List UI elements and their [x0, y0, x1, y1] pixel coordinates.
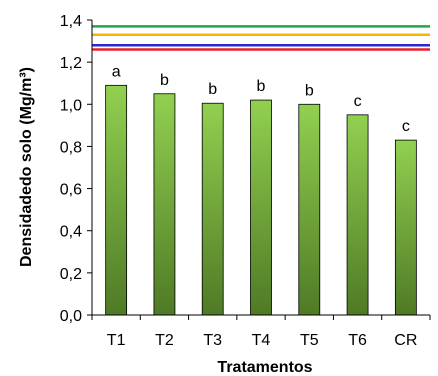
bar-t2	[153, 93, 176, 316]
bar-t3	[201, 102, 224, 316]
y-tick-label: 1,2	[60, 55, 82, 72]
bar-cr	[394, 139, 417, 316]
y-tick-label: 0,0	[60, 308, 82, 325]
reference-lines	[92, 25, 430, 51]
y-tick-label: 1,4	[60, 13, 82, 30]
x-axis: T1 T2 T3 T4 T5 T6 CR	[91, 314, 431, 349]
significance-labels: a b b b b c c	[112, 63, 410, 135]
x-tick-label-t4: T4	[252, 332, 271, 349]
y-axis: 0,0 0,2 0,4 0,6 0,8 1,0 1,2 1,4	[60, 13, 93, 325]
bar-t5	[298, 103, 321, 316]
y-tick-label: 1,0	[60, 97, 82, 114]
significance-label-t6: c	[354, 93, 362, 110]
significance-label-t1: a	[112, 63, 121, 80]
x-tick-label-t6: T6	[348, 332, 367, 349]
bar-t4	[250, 99, 272, 316]
x-tick-label-cr: CR	[394, 332, 417, 349]
y-tick-label: 0,8	[60, 139, 82, 156]
x-tick-label-t2: T2	[155, 332, 174, 349]
y-tick-label: 0,6	[60, 182, 82, 199]
significance-label-t5: b	[305, 82, 314, 99]
y-tick-label: 0,2	[60, 266, 82, 283]
x-axis-title: Tratamentos	[217, 359, 312, 376]
bar-t1	[105, 84, 128, 316]
y-axis-title: Densidadedo solo (Mg/m³)	[18, 67, 35, 267]
significance-label-t2: b	[160, 72, 169, 89]
x-tick-label-t1: T1	[107, 332, 126, 349]
x-tick-label-t3: T3	[203, 332, 222, 349]
x-tick-label-t5: T5	[300, 332, 319, 349]
significance-label-cr: c	[402, 118, 410, 135]
y-tick-label: 0,4	[60, 224, 82, 241]
significance-label-t4: b	[257, 78, 266, 95]
significance-label-t3: b	[208, 81, 217, 98]
bars	[105, 84, 417, 316]
bar-t6	[346, 114, 369, 316]
